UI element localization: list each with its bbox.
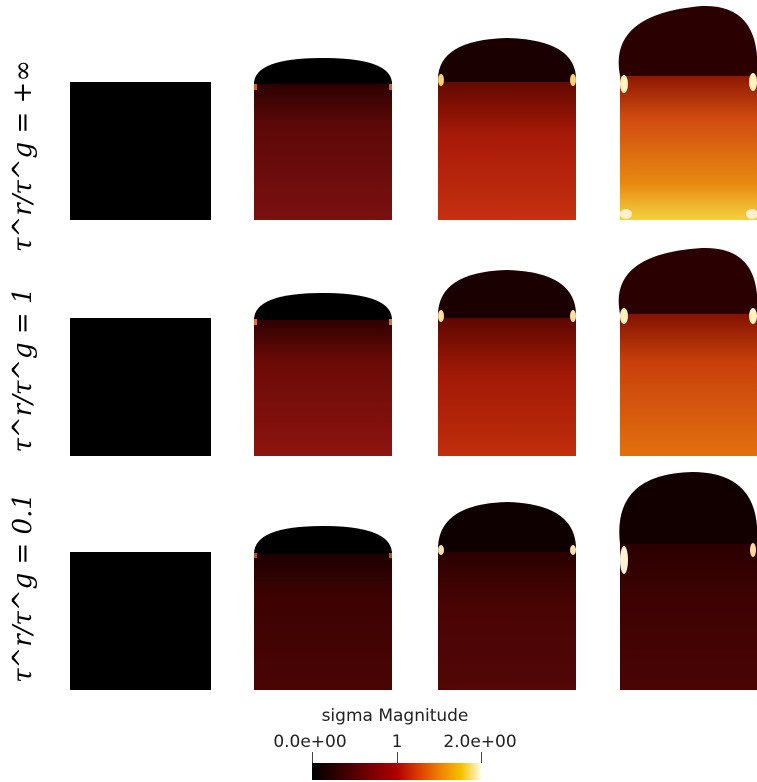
panel-r3-c2 bbox=[254, 526, 392, 690]
panel-r2-c1 bbox=[70, 318, 211, 456]
colorbar-gradient bbox=[312, 763, 482, 780]
colorbar-mid-label: 1 bbox=[391, 732, 403, 752]
panel-r3-c1 bbox=[70, 552, 211, 690]
colorbar-min-label: 0.0e+00 bbox=[273, 732, 347, 752]
colorbar-tick-max bbox=[481, 752, 482, 764]
panel-r3-c3 bbox=[437, 502, 577, 690]
panel-r2-c3 bbox=[437, 270, 577, 456]
row-label-1: τ^r/τ^g = 1 bbox=[8, 287, 38, 453]
panel-r2-c4 bbox=[618, 247, 757, 456]
panel-r3-c4 bbox=[619, 472, 757, 690]
colorbar-title: sigma Magnitude bbox=[321, 706, 469, 726]
panel-r2-c2 bbox=[254, 293, 392, 456]
panel-r1-c4 bbox=[618, 5, 757, 220]
colorbar-tick-mid bbox=[397, 752, 398, 764]
panel-r1-c3 bbox=[437, 38, 577, 220]
row-label-0-1: τ^r/τ^g = 0.1 bbox=[8, 493, 38, 683]
colorbar-tick-min bbox=[312, 752, 313, 764]
row-label-inf: τ^r/τ^g = +∞ bbox=[8, 60, 38, 252]
colorbar-max-label: 2.0e+00 bbox=[443, 732, 517, 752]
panel-r1-c2 bbox=[254, 58, 392, 220]
panel-r1-c1 bbox=[70, 82, 211, 220]
